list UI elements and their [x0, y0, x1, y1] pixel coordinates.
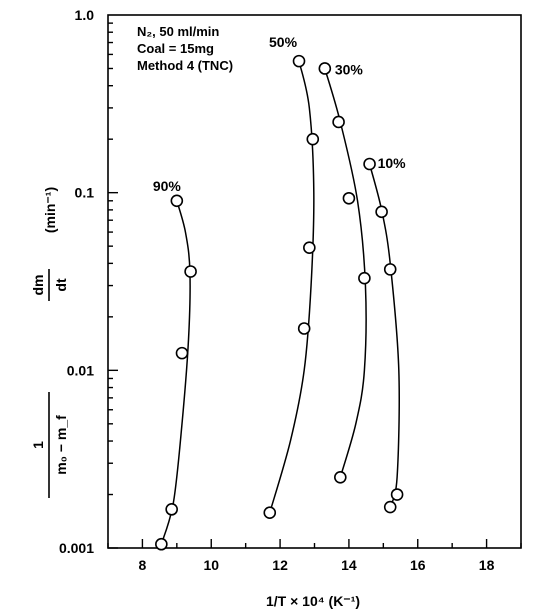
series-90pct-point: [165, 503, 178, 516]
series-90pct-curve: [160, 200, 191, 545]
x-tick-label: 12: [272, 557, 288, 573]
series-50pct-point: [297, 322, 311, 335]
y-axis-title: 1 m₀ − m_f dm dt (min⁻¹): [30, 187, 69, 498]
series-90pct-point: [184, 265, 197, 278]
plot-marks: 90% 50% 30% 10%: [153, 34, 407, 551]
series-50pct-point: [303, 241, 316, 255]
x-tick-label: 10: [203, 557, 219, 573]
series-10pct-label: 10%: [378, 155, 407, 171]
series-30pct-point: [358, 271, 371, 285]
x-tick-label: 8: [139, 557, 147, 573]
series-10pct-point: [383, 500, 397, 514]
series-90pct-label: 90%: [153, 178, 182, 194]
y-tick-label: 0.1: [75, 185, 95, 201]
series-30pct-label: 30%: [335, 61, 364, 77]
series-90pct-point: [155, 537, 168, 551]
x-tick-label: 16: [410, 557, 426, 573]
series-30pct-point: [318, 62, 332, 75]
y-label-unit: (min⁻¹): [42, 187, 58, 233]
plot-axes: 8 10 12 14 16 18 0.001 0.01 0.1 1.0: [59, 7, 522, 573]
y-label-frac-denominator: m₀ − m_f: [53, 415, 69, 475]
series-30pct-point: [332, 115, 345, 129]
x-tick-label: 18: [479, 557, 495, 573]
y-tick-label: 1.0: [75, 7, 95, 23]
y-label-deriv-denominator: dt: [53, 278, 69, 292]
y-tick-label: 0.01: [67, 362, 94, 378]
series-10pct-point: [375, 205, 388, 219]
series-30pct-point: [334, 470, 347, 484]
y-tick-label: 0.001: [59, 540, 94, 556]
legend-line-3: Method 4 (TNC): [137, 58, 233, 73]
series-90pct-point: [175, 346, 189, 360]
legend-line-1: N₂, 50 ml/min: [137, 24, 219, 39]
series-10pct-point: [383, 263, 397, 276]
series-50pct-point: [306, 132, 320, 146]
x-tick-label: 14: [341, 557, 357, 573]
series-50pct-curve: [269, 60, 315, 513]
y-label-deriv-numerator: dm: [30, 275, 46, 296]
series-90pct-point: [170, 194, 184, 208]
series-50pct-point: [263, 506, 277, 520]
y-label-frac-numerator: 1: [30, 441, 46, 449]
series-30pct-curve: [324, 68, 367, 478]
series-50pct-label: 50%: [269, 34, 298, 50]
series-10pct-point: [390, 488, 404, 501]
series-10pct-point: [363, 157, 376, 171]
series-30pct-point: [342, 191, 356, 205]
plot-frame: [107, 14, 522, 549]
series-50pct-point: [292, 54, 306, 68]
legend-line-2: Coal = 15mg: [137, 41, 214, 56]
x-axis-title: 1/T × 10⁴ (K⁻¹): [266, 593, 360, 609]
